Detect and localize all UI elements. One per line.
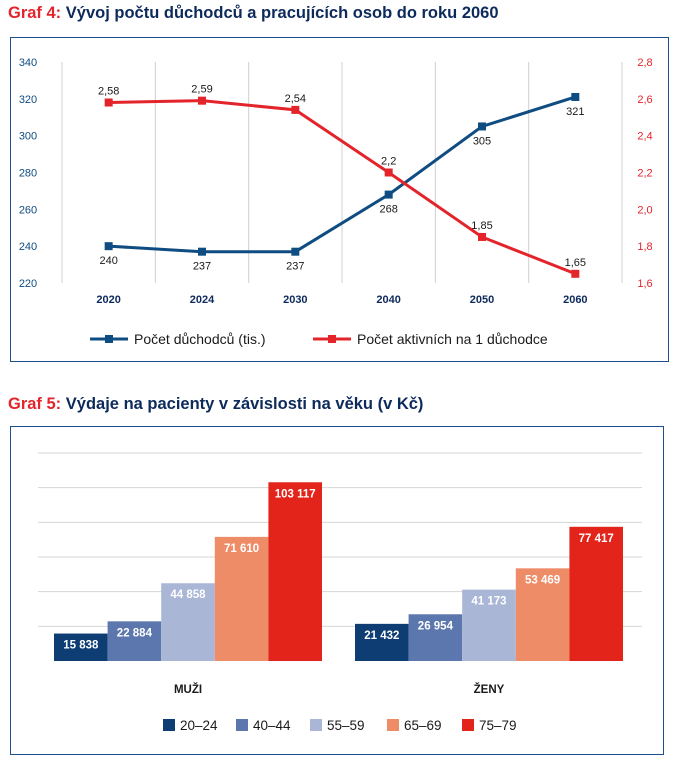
chart1-legend-swatch-marker <box>328 335 336 343</box>
chart2-bar <box>569 526 623 661</box>
chart1-data-label-pensioners: 237 <box>193 261 211 273</box>
chart2-title-prefix: Graf 5: <box>8 395 62 413</box>
chart2-bar <box>268 482 322 661</box>
chart2-legend-label: 75–79 <box>479 718 517 733</box>
chart1-point-active <box>104 98 113 107</box>
chart2-frame <box>10 426 664 755</box>
chart2-bar-label: 53 469 <box>525 574 560 586</box>
chart1-data-label-active: 1,85 <box>471 220 492 232</box>
chart2-legend-label: 20–24 <box>180 718 218 733</box>
chart2-title: Graf 5: Výdaje na pacienty v závislosti … <box>8 395 423 414</box>
chart1-right-tick-label: 2,0 <box>637 204 652 216</box>
chart1-legend-label: Počet důchodců (tis.) <box>134 331 266 347</box>
chart1-point-active <box>198 96 206 105</box>
chart1-series-line-active <box>108 99 576 276</box>
chart1-left-tick-label: 220 <box>19 278 37 290</box>
chart1-point-active <box>384 168 393 177</box>
chart1-point-pensioners <box>104 242 113 251</box>
chart2-bar <box>355 623 409 661</box>
chart2-legend-swatch <box>163 719 175 731</box>
chart1-right-tick-label: 2,8 <box>637 57 652 69</box>
chart2-legend-swatch <box>462 719 474 731</box>
chart1-point-active <box>291 105 300 114</box>
chart1-frame <box>10 37 669 362</box>
chart2-bar <box>214 536 269 661</box>
chart1-point-active <box>478 232 486 241</box>
chart1-x-tick-label: 2030 <box>283 294 307 306</box>
chart1-right-tick-label: 1,8 <box>637 241 652 253</box>
chart2-legend-swatch <box>310 719 322 731</box>
chart2-bar <box>107 621 162 661</box>
chart1-x-tick-label: 2024 <box>190 294 215 306</box>
chart1-right-tick-label: 1,6 <box>637 278 652 290</box>
chart2-category-label: ŽENY <box>474 683 505 696</box>
chart2-bar-label: 21 432 <box>364 630 399 642</box>
chart1-left-tick-label: 280 <box>19 168 37 180</box>
chart2-bar-label: 41 173 <box>471 596 506 608</box>
chart2-bar <box>515 568 570 661</box>
chart1-x-tick-label: 2020 <box>96 294 120 306</box>
chart1-x-tick-label: 2040 <box>376 294 400 306</box>
chart1-x-tick-label: 2050 <box>470 294 494 306</box>
chart1-data-label-pensioners: 268 <box>379 204 397 216</box>
chart1-data-label-active: 2,58 <box>98 86 119 98</box>
chart1-point-active <box>571 269 580 278</box>
chart2-legend-swatch <box>387 719 399 731</box>
chart1-series-line-pensioners <box>108 95 576 254</box>
chart1-left-tick-label: 260 <box>19 204 37 216</box>
chart2-bar <box>462 589 516 661</box>
chart1-left-tick-label: 240 <box>19 241 37 253</box>
chart1-data-label-pensioners: 305 <box>473 135 491 147</box>
chart2-legend-label: 40–44 <box>253 718 291 733</box>
chart1-point-pensioners <box>198 247 206 256</box>
chart1-data-label-active: 2,59 <box>191 84 212 96</box>
chart2-bar-label: 15 838 <box>63 640 99 652</box>
chart2-bar-label: 77 417 <box>579 533 614 545</box>
chart1-data-label-active: 2,2 <box>381 156 396 168</box>
chart1-data-label-pensioners: 237 <box>286 261 304 273</box>
chart2-bar-label: 103 117 <box>275 488 316 500</box>
chart1-point-pensioners <box>571 92 580 101</box>
chart2-legend-label: 55–59 <box>327 718 365 733</box>
chart2-bar-label: 44 858 <box>170 589 206 601</box>
chart1-title-text: Vývoj počtu důchodců a pracujících osob … <box>65 4 499 22</box>
chart2-bar-label: 26 954 <box>418 620 454 632</box>
chart2-legend-label: 65–69 <box>404 718 442 733</box>
chart1-point-pensioners <box>384 190 393 199</box>
chart2-bar <box>408 614 463 661</box>
chart1-left-tick-label: 320 <box>19 94 37 106</box>
chart1-data-label-pensioners: 321 <box>566 106 584 118</box>
chart1-left-tick-label: 300 <box>19 131 37 143</box>
chart1-point-pensioners <box>478 122 486 131</box>
chart1-data-label-active: 1,65 <box>565 257 586 269</box>
chart2-legend-swatch <box>236 719 248 731</box>
chart1-data-label-pensioners: 240 <box>99 255 117 267</box>
chart2-bar <box>161 583 215 661</box>
chart1-right-tick-label: 2,2 <box>637 168 652 180</box>
chart2-title-text: Výdaje na pacienty v závislosti na věku … <box>65 395 424 413</box>
chart1-legend-swatch-marker <box>105 335 113 343</box>
chart1-data-label-active: 2,54 <box>285 93 306 105</box>
chart1-legend-label: Počet aktivních na 1 důchodce <box>357 331 548 347</box>
chart2-bar <box>54 633 108 661</box>
chart1-left-tick-label: 340 <box>19 57 37 69</box>
chart2-bar-label: 71 610 <box>224 543 259 555</box>
chart1-x-tick-label: 2060 <box>563 294 587 306</box>
chart2-category-label: MUŽI <box>174 683 202 696</box>
chart1-title-prefix: Graf 4: <box>8 4 62 22</box>
chart1-right-tick-label: 2,4 <box>637 131 652 143</box>
chart1-title: Graf 4: Vývoj počtu důchodců a pracující… <box>8 4 499 23</box>
chart1-right-tick-label: 2,6 <box>637 94 652 106</box>
chart2-bar-label: 22 884 <box>117 627 153 639</box>
chart1-point-pensioners <box>291 247 300 256</box>
